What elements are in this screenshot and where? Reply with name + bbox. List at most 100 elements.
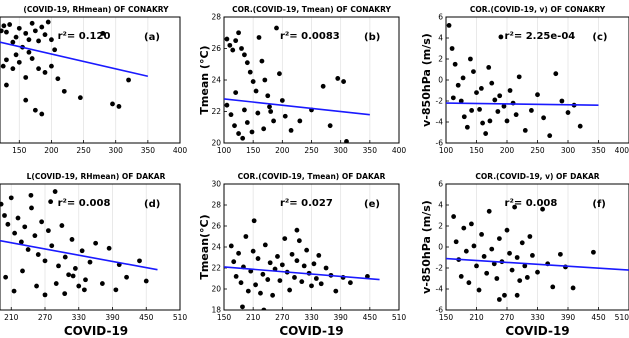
data-point bbox=[4, 29, 9, 35]
y-tick-label: 4 bbox=[438, 34, 443, 43]
regression-line bbox=[224, 266, 380, 281]
panel-title: COR.(COVID-19, Tmean) OF DAKAR bbox=[238, 172, 386, 181]
r-squared-annotation: r²= 0.008 bbox=[505, 198, 558, 209]
x-tick-label: 150 bbox=[246, 146, 261, 155]
r-squared-annotation: r²= 0.027 bbox=[280, 198, 333, 209]
y-tick-label: 2 bbox=[438, 55, 443, 64]
data-point bbox=[39, 24, 45, 30]
r-squared-annotation: r²= 0.120 bbox=[58, 31, 111, 42]
regression-line bbox=[446, 257, 629, 271]
data-point bbox=[301, 263, 307, 269]
data-point bbox=[527, 234, 533, 239]
data-point bbox=[61, 88, 67, 94]
data-point bbox=[304, 247, 310, 253]
data-point bbox=[113, 287, 119, 293]
data-point bbox=[347, 280, 353, 286]
data-point bbox=[2, 213, 7, 218]
data-point bbox=[509, 267, 515, 273]
data-point bbox=[62, 291, 68, 297]
y-tick-label: 24 bbox=[211, 243, 221, 252]
y-tick-label: 26 bbox=[211, 222, 221, 231]
data-point bbox=[48, 199, 54, 205]
y-tick-label: 20 bbox=[211, 285, 221, 294]
data-point bbox=[471, 243, 477, 249]
data-point bbox=[501, 103, 507, 109]
y-tick-label: -4 bbox=[436, 285, 444, 294]
panel-title: (COVID-19, RHmean) OF CONAKRY bbox=[23, 5, 169, 14]
panel-label: (a) bbox=[144, 32, 160, 43]
x-tick-label: 400 bbox=[392, 146, 407, 155]
data-point bbox=[230, 47, 236, 53]
data-point bbox=[498, 34, 504, 40]
x-tick-label: 200 bbox=[500, 146, 515, 155]
data-points bbox=[0, 19, 131, 117]
data-point bbox=[297, 118, 303, 124]
data-point bbox=[262, 242, 268, 248]
data-point bbox=[0, 201, 4, 207]
data-point bbox=[474, 263, 479, 269]
y-axis-label: Tmean (°C) bbox=[198, 45, 211, 114]
data-point bbox=[496, 297, 502, 302]
y-tick-label: 28 bbox=[211, 13, 221, 22]
data-point bbox=[233, 38, 239, 44]
x-tick-label: 330 bbox=[530, 313, 545, 322]
data-point bbox=[320, 83, 326, 89]
data-point bbox=[504, 227, 510, 233]
y-tick-label: 6 bbox=[438, 13, 443, 22]
y-tick-label: 28 bbox=[211, 201, 221, 210]
y-tick-label: -2 bbox=[436, 97, 444, 106]
data-point bbox=[550, 284, 556, 290]
data-point bbox=[481, 254, 487, 259]
data-point bbox=[530, 253, 535, 258]
data-point bbox=[256, 35, 262, 40]
data-point bbox=[484, 270, 490, 276]
x-tick-label: 200 bbox=[44, 146, 59, 155]
data-point bbox=[32, 233, 38, 239]
x-tick-label: 400 bbox=[173, 146, 188, 155]
data-point bbox=[262, 77, 268, 83]
data-point bbox=[292, 275, 297, 280]
data-point bbox=[13, 52, 19, 58]
data-point bbox=[466, 280, 472, 286]
plot-frame bbox=[0, 183, 181, 311]
data-point bbox=[26, 37, 32, 43]
data-point bbox=[489, 80, 495, 86]
data-point bbox=[514, 292, 520, 298]
x-tick-label: 350 bbox=[141, 146, 156, 155]
data-point bbox=[20, 268, 25, 274]
data-point bbox=[253, 282, 258, 288]
data-point bbox=[463, 248, 469, 254]
x-tick-label: 300 bbox=[561, 146, 576, 155]
data-point bbox=[265, 93, 271, 99]
data-point bbox=[277, 71, 282, 77]
data-point bbox=[232, 123, 237, 129]
data-point bbox=[450, 95, 456, 101]
panel-c: COR.(COVID-19, v) OF CONAKRY r²= 2.25e-04… bbox=[420, 5, 629, 155]
data-point bbox=[77, 95, 83, 101]
data-point bbox=[514, 255, 520, 260]
x-tick-label: 150 bbox=[12, 146, 27, 155]
data-point bbox=[275, 254, 280, 259]
data-point bbox=[18, 239, 24, 245]
data-point bbox=[495, 109, 501, 114]
y-tick-label: 18 bbox=[211, 306, 221, 315]
y-axis-label: v-850hPa (m/s) bbox=[420, 200, 433, 294]
data-points bbox=[0, 189, 149, 298]
x-tick-label: 300 bbox=[109, 146, 124, 155]
data-point bbox=[13, 34, 19, 40]
data-points bbox=[451, 204, 596, 302]
data-point bbox=[327, 123, 333, 129]
x-tick-label: 390 bbox=[105, 313, 120, 322]
data-point bbox=[468, 56, 473, 62]
data-point bbox=[29, 56, 35, 61]
data-point bbox=[240, 304, 245, 310]
y-tick-label: 22 bbox=[211, 107, 221, 116]
y-tick-label: 20 bbox=[211, 139, 221, 148]
data-point bbox=[247, 69, 253, 75]
x-tick-label: 510 bbox=[173, 313, 188, 322]
data-point bbox=[504, 118, 510, 124]
data-point bbox=[289, 251, 295, 257]
data-point bbox=[570, 285, 576, 291]
data-point bbox=[0, 63, 6, 69]
y-tick-label: -4 bbox=[436, 118, 444, 127]
